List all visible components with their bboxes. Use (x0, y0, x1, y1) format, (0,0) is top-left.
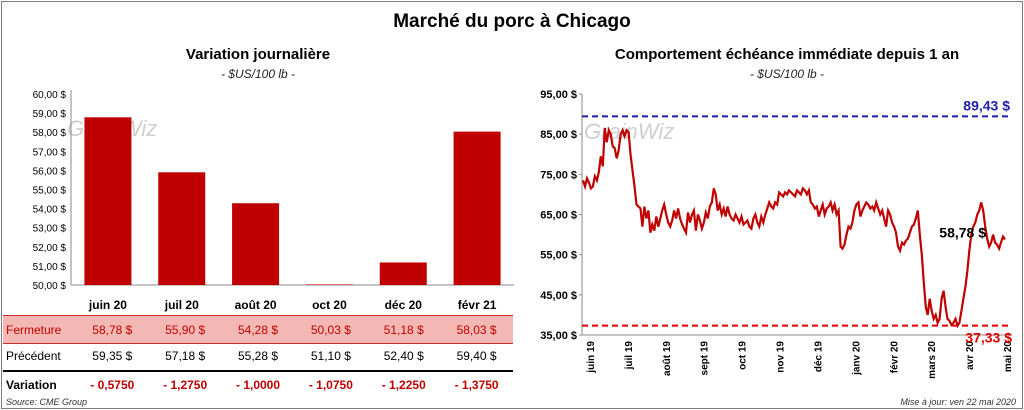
line-y-tick-label: 95,00 $ (540, 89, 577, 101)
table-cell: - 1,0750 (308, 378, 353, 392)
update-note: Mise à jour: ven 22 mai 2020 (900, 397, 1016, 407)
line-x-tick-label: nov 19 (776, 341, 787, 373)
line-x-tick-labels: juin 19 juil 19 août 19 sept 19 oct 19 nov 19… (586, 341, 1014, 379)
table-row-close: Fermeture 58,78 $ 55,90 $ 54,28 $ 50,03 $ 51,… (3, 315, 513, 344)
bar (453, 131, 501, 285)
table-cell: 59,40 $ (456, 349, 497, 363)
bar-x-tick-label: déc 20 (385, 298, 423, 312)
table-cell: - 1,2750 (163, 378, 208, 392)
bar-x-tick-label: oct 20 (312, 298, 347, 312)
bar-y-tick-label: 58,00 $ (33, 128, 67, 139)
max-value-label: 89,43 $ (963, 97, 1010, 113)
bar-y-tick-label: 51,00 $ (33, 262, 67, 273)
bar-x-tick-label: juin 20 (88, 298, 127, 312)
table-cell: 54,28 $ (237, 322, 279, 337)
bar (158, 172, 206, 285)
daily-variation-bar-chart: GrainWiz 50,00 $51,00 $52,00 $53,00 $54,… (33, 90, 514, 312)
table-cell: 51,18 $ (383, 322, 424, 337)
table-cell: - 0,5750 (90, 378, 135, 392)
bar (305, 284, 353, 285)
bar (232, 203, 280, 285)
table-cell: 55,90 $ (165, 322, 206, 337)
line-x-tick-label: oct 19 (738, 341, 749, 370)
line-x-tick-label: avr 20 (965, 341, 976, 370)
table-row-label: Fermeture (6, 322, 62, 337)
table-cell: - 1,3750 (454, 378, 499, 392)
line-x-tick-label: août 19 (662, 341, 673, 376)
line-y-tick-label: 55,00 $ (540, 250, 577, 262)
table-cell: - 1,0000 (235, 378, 281, 392)
bar (84, 117, 132, 285)
table-cell: 57,18 $ (165, 349, 206, 363)
line-x-tick-label: mai 20 (1003, 341, 1014, 373)
bar (379, 262, 427, 285)
min-value-label: 37,33 $ (965, 330, 1012, 346)
line-y-tick-labels: 35,00 $ 45,00 $ 55,00 $ 65,00 $ 75,00 $ 85,00… (540, 89, 582, 342)
table-cell: - 1,2250 (381, 378, 426, 392)
bar-y-tick-label: 57,00 $ (33, 147, 67, 158)
table-row-label: Précédent (6, 349, 61, 363)
right-chart-unit: - $US/100 lb - (749, 67, 825, 81)
line-y-tick-label: 85,00 $ (540, 129, 577, 141)
last-value-label: 58,78 $ (939, 224, 986, 240)
bar-series (84, 117, 501, 285)
left-chart-title: Variation journalière (185, 46, 331, 63)
page-title: Marché du porc à Chicago (393, 11, 631, 32)
table-cell: 51,10 $ (310, 349, 351, 363)
line-y-tick-label: 65,00 $ (540, 210, 577, 222)
front-month-line-chart: GrainWiz 35,00 $45,00 $55,00 $65,00 $75,… (540, 89, 1014, 379)
bar-y-tick-label: 50,00 $ (33, 281, 67, 292)
right-chart-title: Comportement échéance immédiate depuis 1… (614, 46, 960, 63)
bar-y-tick-label: 55,00 $ (33, 186, 67, 197)
table-cell: 52,40 $ (383, 349, 424, 363)
table-cell: 58,03 $ (456, 322, 497, 337)
line-x-tick-label: juin 19 (586, 341, 597, 374)
bar-y-tick-label: 52,00 $ (33, 243, 67, 254)
table-cell: 55,28 $ (237, 349, 279, 363)
table-cell: 59,35 $ (92, 349, 133, 363)
bar-x-tick-label: juil 20 (164, 298, 199, 312)
bar-y-tick-label: 53,00 $ (33, 224, 67, 235)
table-cell: 58,78 $ (92, 322, 133, 337)
price-series-line (581, 126, 1006, 329)
line-x-tick-label: mars 20 (927, 341, 938, 379)
table-row-label: Variation (6, 378, 57, 392)
line-y-tick-label: 35,00 $ (540, 330, 577, 342)
bar-y-tick-label: 59,00 $ (33, 109, 67, 120)
line-x-tick-label: juil 19 (624, 341, 635, 371)
line-y-tick-label: 75,00 $ (540, 169, 577, 181)
table-row-variation: Variation - 0,5750 - 1,2750 - 1,0000 - 1,075… (3, 370, 513, 398)
table-row-previous: Précédent 59,35 $ 57,18 $ 55,28 $ 51,10 $ 52,… (3, 344, 513, 368)
line-x-tick-label: sept 19 (700, 341, 711, 376)
line-x-tick-label: déc 19 (813, 341, 824, 373)
bar-y-tick-label: 60,00 $ (33, 90, 67, 101)
source-note: Source: CME Group (6, 397, 88, 407)
bar-x-tick-label: févr 21 (458, 298, 497, 312)
bar-x-tick-label: août 20 (235, 298, 277, 312)
line-x-tick-label: janv 20 (851, 341, 862, 376)
table-cell: 50,03 $ (310, 322, 351, 337)
left-chart-unit: - $US/100 lb - (220, 67, 296, 81)
line-x-tick-label: févr 20 (889, 341, 900, 374)
bar-x-tick-labels: juin 20 juil 20 août 20 oct 20 déc 20 févr 21 (88, 298, 497, 312)
bar-y-tick-labels: 50,00 $ 51,00 $ 52,00 $ 53,00 $ 54,00 $ 55,00… (33, 90, 67, 292)
bar-y-tick-label: 56,00 $ (33, 166, 67, 177)
line-y-tick-label: 45,00 $ (540, 290, 577, 302)
bar-y-tick-label: 54,00 $ (33, 205, 67, 216)
